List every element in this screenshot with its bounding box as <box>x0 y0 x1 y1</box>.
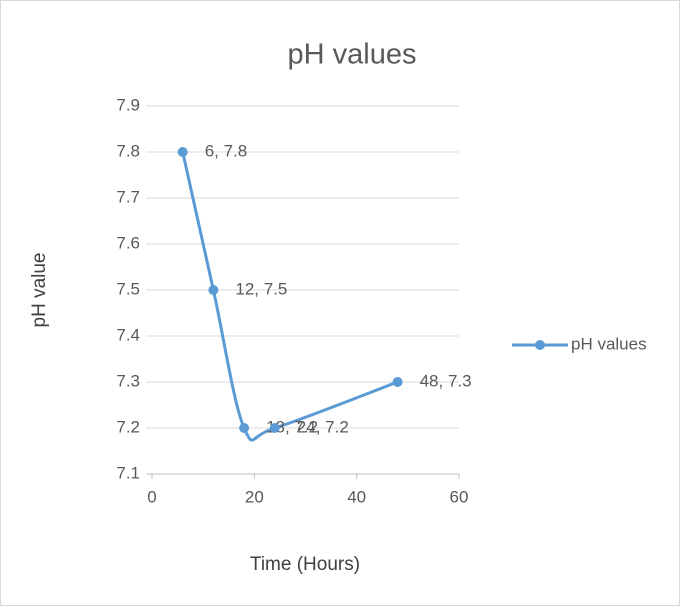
chart-title: pH values <box>288 39 417 71</box>
x-tick-label: 20 <box>245 487 264 506</box>
data-label: 24, 7.2 <box>297 417 349 436</box>
y-tick-label: 7.7 <box>116 187 140 206</box>
legend-marker <box>535 340 545 350</box>
y-tick-label: 7.5 <box>116 279 140 298</box>
y-axis-label: pH value <box>29 253 50 328</box>
y-tick-label: 7.3 <box>116 371 140 390</box>
x-axis-label: Time (Hours) <box>250 554 360 575</box>
data-label: 12, 7.5 <box>235 279 287 298</box>
y-tick-label: 7.2 <box>116 417 140 436</box>
data-label: 6, 7.8 <box>205 141 248 160</box>
marker <box>392 377 403 387</box>
y-tick-label: 7.8 <box>116 141 140 160</box>
x-tick-label: 0 <box>147 487 156 506</box>
data-label: 48, 7.3 <box>420 371 472 390</box>
marker <box>177 147 188 157</box>
marker <box>208 285 219 295</box>
x-tick-label: 40 <box>347 487 366 506</box>
marker <box>239 423 250 433</box>
legend-label: pH values <box>571 334 647 353</box>
y-tick-label: 7.1 <box>116 463 140 482</box>
y-tick-label: 7.9 <box>116 95 140 114</box>
marker <box>269 423 280 433</box>
data-label: 18, 7.2 <box>266 417 318 436</box>
y-tick-label: 7.4 <box>116 325 140 344</box>
x-tick-label: 60 <box>450 487 469 506</box>
y-tick-label: 7.6 <box>116 233 140 252</box>
